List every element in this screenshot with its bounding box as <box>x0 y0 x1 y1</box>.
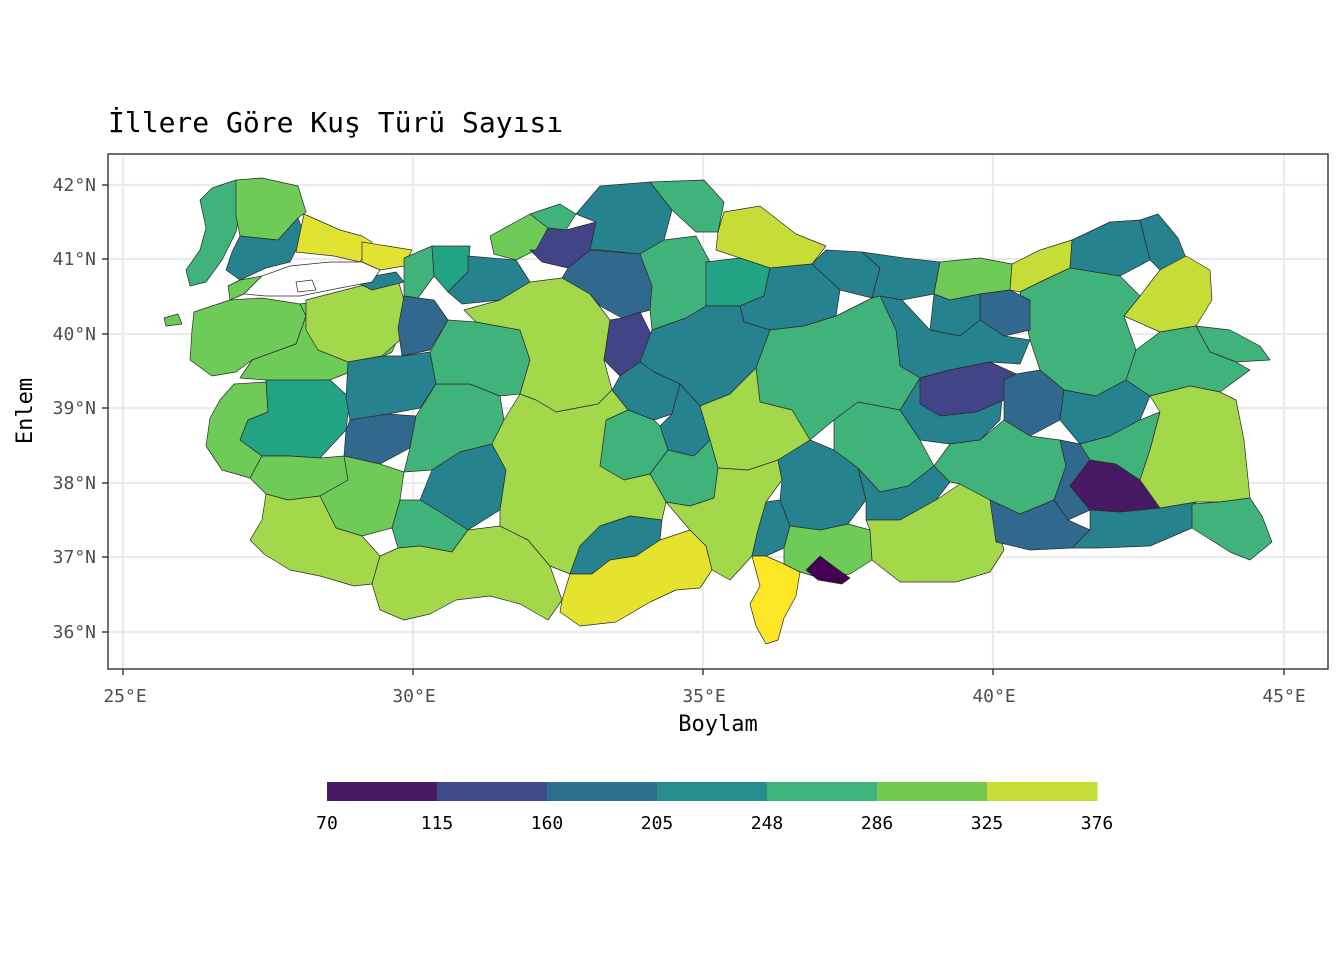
map-panel <box>107 153 1329 670</box>
x-tick-label: 35°E <box>682 686 725 707</box>
y-axis: 42°N 41°N 40°N 39°N 38°N 37°N 36°N <box>53 175 108 643</box>
legend-break-label: 376 <box>1081 813 1114 834</box>
legend-break-label: 160 <box>531 813 564 834</box>
chart-title: İllere Göre Kuş Türü Sayısı <box>108 106 563 139</box>
legend-break-label: 70 <box>316 813 338 834</box>
y-tick-label: 42°N <box>53 175 96 196</box>
y-tick-label: 36°N <box>53 622 96 643</box>
legend-break-label: 248 <box>751 813 784 834</box>
province-kocaeli[interactable] <box>361 241 413 271</box>
province-antalya[interactable] <box>371 525 563 621</box>
province-van[interactable] <box>1139 385 1251 509</box>
x-axis: 25°E 30°E 35°E 40°E 45°E <box>103 669 1306 707</box>
x-tick-label: 25°E <box>103 686 146 707</box>
province-bartin[interactable] <box>529 203 577 231</box>
legend-break-label: 325 <box>971 813 1004 834</box>
x-tick-label: 45°E <box>1262 686 1305 707</box>
province-denizli[interactable] <box>319 455 405 537</box>
province-konya[interactable] <box>491 389 667 575</box>
marmara-island <box>295 279 317 293</box>
y-tick-label: 41°N <box>53 249 96 270</box>
province-usak[interactable] <box>343 413 417 465</box>
legend-break-label: 205 <box>641 813 674 834</box>
legend-color-swatch <box>437 782 548 801</box>
legend-color-swatch <box>767 782 878 801</box>
legend-color-swatch <box>987 782 1098 801</box>
y-tick-label: 39°N <box>53 398 96 419</box>
province-sirnak[interactable] <box>1071 501 1197 549</box>
x-axis-title: Boylam <box>678 712 757 737</box>
water-bodies <box>243 261 381 297</box>
provinces <box>163 177 1273 645</box>
legend-color-swatch <box>547 782 658 801</box>
legend-break-label: 286 <box>861 813 894 834</box>
province-sanliurfa[interactable] <box>865 483 1005 583</box>
province-mugla[interactable] <box>249 493 381 587</box>
legend-color-swatch <box>327 782 438 801</box>
province-kutahya[interactable] <box>345 351 437 421</box>
legend-break-label: 115 <box>421 813 454 834</box>
province-adiyaman[interactable] <box>857 465 951 521</box>
panel-border <box>107 153 1329 670</box>
x-tick-label: 30°E <box>392 686 435 707</box>
y-tick-label: 37°N <box>53 547 96 568</box>
province-bolu[interactable] <box>447 255 531 305</box>
color-legend: 70 115 160 205 248 286 325 376 <box>316 782 1113 834</box>
province-sakarya[interactable] <box>403 245 435 299</box>
y-tick-label: 40°N <box>53 324 96 345</box>
province-bilecik[interactable] <box>397 295 449 357</box>
province-gaziantep[interactable] <box>783 523 873 579</box>
province-kilis[interactable] <box>805 555 851 585</box>
province-tekirdag[interactable] <box>225 217 305 281</box>
legend-color-swatch <box>877 782 988 801</box>
province-gokceada[interactable] <box>163 313 183 327</box>
province-hakkari[interactable] <box>1191 497 1273 561</box>
y-axis-title: Enlem <box>13 378 38 444</box>
province-hatay[interactable] <box>749 555 801 645</box>
province-samsun[interactable] <box>715 205 827 269</box>
y-tick-label: 38°N <box>53 473 96 494</box>
legend-color-swatch <box>657 782 768 801</box>
sea-of-marmara <box>243 261 381 297</box>
x-tick-label: 40°E <box>972 686 1015 707</box>
